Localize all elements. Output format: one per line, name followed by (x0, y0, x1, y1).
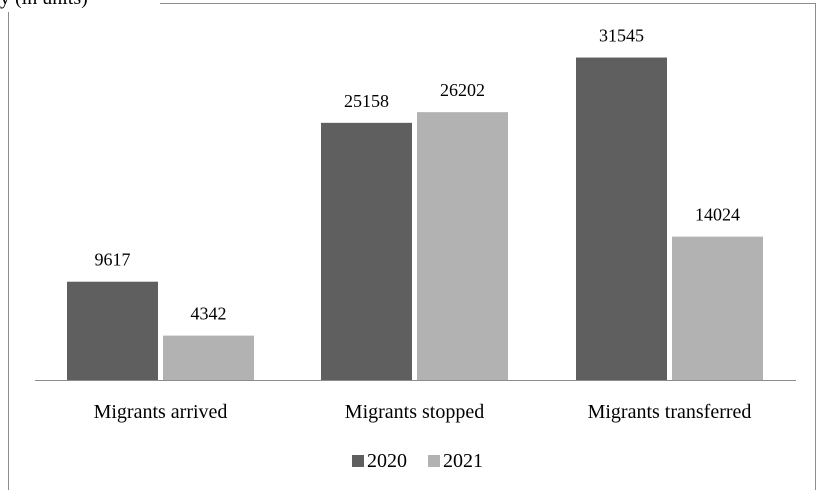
bar-migrants-transferred-2020 (576, 57, 667, 380)
data-label-migrants-arrived-2020: 9617 (95, 250, 131, 270)
legend-label-2021: 2021 (443, 450, 483, 472)
data-label-migrants-transferred-2021: 14024 (695, 205, 740, 225)
bar-migrants-stopped-2020 (321, 122, 412, 380)
bar-migrants-arrived-2020 (67, 281, 158, 380)
category-label-migrants-arrived: Migrants arrived (94, 401, 228, 423)
bar-migrants-transferred-2021 (672, 236, 763, 380)
legend-swatch-2020 (352, 455, 364, 467)
data-label-migrants-stopped-2020: 25158 (344, 91, 389, 111)
value-labels-layer: 9617 4342 25158 26202 31545 14024 (95, 26, 741, 324)
data-label-migrants-transferred-2020: 31545 (599, 26, 644, 46)
category-label-migrants-transferred: Migrants transferred (588, 401, 752, 423)
legend: 2020 2021 (352, 450, 483, 472)
header-fragment: y (in units) (0, 0, 88, 9)
legend-swatch-2021 (428, 455, 440, 467)
legend-label-2020: 2020 (367, 450, 407, 472)
data-label-migrants-stopped-2021: 26202 (440, 80, 485, 100)
bars-layer (67, 57, 763, 380)
bar-migrants-arrived-2021 (163, 335, 254, 380)
category-labels-layer: Migrants arrived Migrants stopped Migrants… (94, 401, 752, 423)
data-label-migrants-arrived-2021: 4342 (191, 304, 227, 324)
bar-migrants-stopped-2021 (417, 112, 508, 380)
category-label-migrants-stopped: Migrants stopped (345, 401, 484, 423)
